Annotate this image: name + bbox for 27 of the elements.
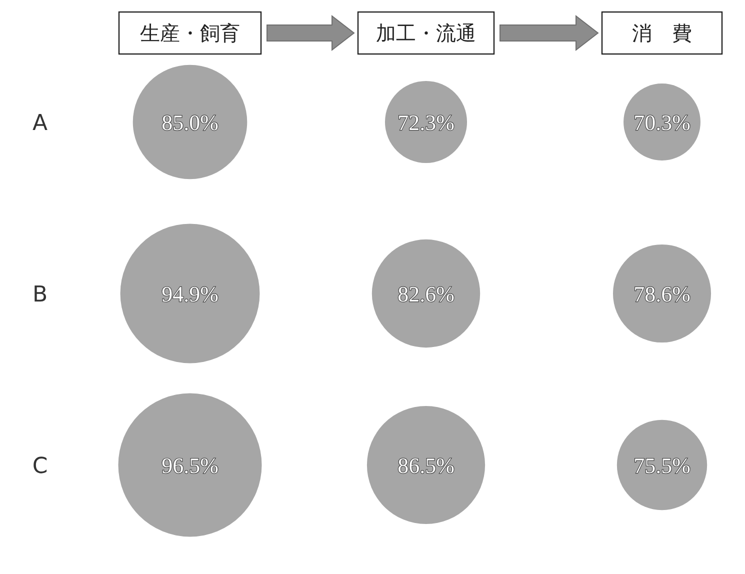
- cell: 82.6%: [372, 239, 480, 348]
- data-label: 86.5%: [398, 453, 454, 478]
- column-header: 生産・飼育: [118, 11, 262, 55]
- cell: 70.3%: [624, 84, 700, 160]
- cell: 94.9%: [120, 224, 260, 364]
- cell: 72.3%: [384, 80, 468, 164]
- data-label: 82.6%: [398, 282, 454, 306]
- y-tick-label: A: [32, 111, 48, 136]
- x-tick-label: 加工・流通: [376, 21, 476, 45]
- data-label: 75.5%: [634, 453, 690, 478]
- data-label: 78.6%: [634, 282, 690, 306]
- column-header: 消 費: [601, 11, 723, 55]
- data-label: 72.3%: [398, 110, 454, 135]
- cell: 85.0%: [132, 64, 248, 180]
- y-tick-label: C: [32, 454, 48, 479]
- data-label: 96.5%: [162, 453, 218, 478]
- cell: 86.5%: [366, 406, 486, 524]
- data-label: 85.0%: [162, 110, 218, 135]
- x-tick-label: 生産・飼育: [140, 21, 240, 45]
- cell: 96.5%: [118, 393, 262, 537]
- x-tick-label: 消 費: [632, 21, 692, 45]
- data-label: 94.9%: [162, 282, 218, 306]
- column-header: 加工・流通: [357, 11, 495, 55]
- y-tick-label: B: [32, 282, 48, 308]
- cell: 78.6%: [612, 244, 712, 343]
- cell: 75.5%: [616, 420, 708, 510]
- data-label: 70.3%: [634, 110, 690, 135]
